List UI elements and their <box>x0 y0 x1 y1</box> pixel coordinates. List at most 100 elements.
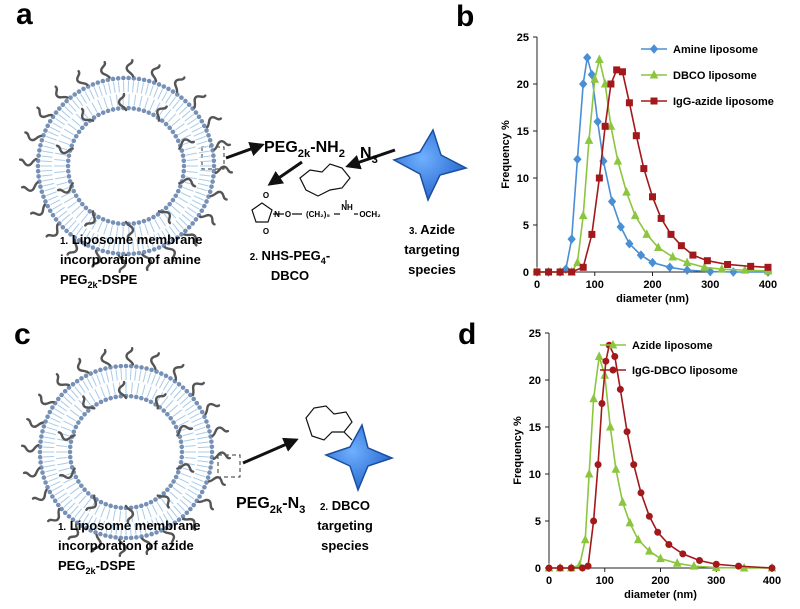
data-point <box>580 534 590 544</box>
lipid-head <box>184 510 190 516</box>
lipid-head <box>159 118 165 123</box>
lipid-tail <box>112 509 116 521</box>
lipid-tail <box>120 369 123 381</box>
lipid-tail <box>80 228 87 239</box>
lipid-head <box>67 449 73 455</box>
lipid-head <box>205 475 211 480</box>
lipid-head <box>175 235 180 240</box>
lipid-head <box>181 168 187 174</box>
data-point <box>607 196 617 207</box>
lipid-tail <box>182 186 194 192</box>
lipid-head <box>170 89 176 94</box>
lipid-head <box>80 125 85 131</box>
lipid-tail <box>91 517 97 528</box>
x-tick-label: 200 <box>651 575 669 587</box>
lipid-tail <box>58 140 70 146</box>
lipid-head <box>175 138 181 144</box>
lipid-head <box>66 385 72 390</box>
lipid-tail <box>153 234 159 245</box>
lipid-head <box>57 106 62 111</box>
lipid-tail <box>66 392 76 402</box>
lipid-head <box>163 121 169 127</box>
lipid-head <box>168 415 173 421</box>
lipid-tail <box>139 225 143 237</box>
lipid-head <box>40 470 45 475</box>
lipid-tail <box>159 216 167 227</box>
lipid-head <box>209 184 214 189</box>
lipid-head <box>50 494 55 499</box>
peg-chain <box>82 395 96 410</box>
lipid-head <box>206 194 211 199</box>
lipid-tail <box>93 234 99 245</box>
lipid-tail <box>182 400 192 408</box>
lipid-head <box>68 232 73 237</box>
lipid-tail <box>110 522 114 534</box>
lipid-head <box>74 378 80 384</box>
panel-label: a <box>16 0 33 31</box>
step-label: PEG2k-DSPE <box>58 558 136 576</box>
lipid-head <box>168 376 173 381</box>
lipid-tail <box>64 217 74 226</box>
lipid-tail <box>159 515 166 526</box>
lipid-tail <box>199 160 211 163</box>
lipid-tail <box>67 123 77 131</box>
data-point <box>613 66 621 74</box>
lipid-head <box>115 106 121 111</box>
lipid-head <box>37 449 43 455</box>
data-point <box>665 541 673 548</box>
lipid-tail <box>165 228 172 239</box>
data-point <box>590 517 598 525</box>
lipid-tail <box>56 445 68 448</box>
lipid-head <box>47 118 53 124</box>
lipid-head <box>180 174 186 179</box>
x-tick-label: 400 <box>763 575 781 587</box>
lipid-tail <box>50 126 61 133</box>
lipid-tail <box>50 481 61 487</box>
lipid-tail <box>117 81 120 93</box>
data-point <box>584 468 594 478</box>
data-point <box>696 556 704 564</box>
lipid-head <box>41 424 47 429</box>
lipid-tail <box>199 174 211 177</box>
lipid-head <box>37 454 43 460</box>
lipid-tail <box>195 135 206 141</box>
data-point <box>584 135 594 144</box>
text-segment: PEG <box>58 558 85 573</box>
azide-label: N3 <box>360 145 378 166</box>
lipid-tail <box>120 523 123 535</box>
text-segment: 2k <box>85 566 96 576</box>
lipid-head <box>131 251 137 256</box>
lipid-head <box>139 365 144 370</box>
lipid-head <box>39 434 44 439</box>
lipid-head <box>207 189 213 195</box>
lipid-head <box>121 251 126 257</box>
lipid-tail <box>66 482 77 490</box>
lipid-head <box>121 75 126 81</box>
peg-chain <box>125 346 135 366</box>
lipid-head <box>71 138 77 144</box>
y-tick-label: 0 <box>523 267 529 279</box>
lipid-head <box>83 205 89 211</box>
lipid-tail <box>78 383 86 394</box>
lipid-head <box>87 209 93 214</box>
lipid-head <box>68 439 74 445</box>
lipid-tail <box>44 187 56 192</box>
lipid-head <box>108 395 113 401</box>
lipid-tail <box>57 492 68 500</box>
succinimide-ring <box>251 202 273 223</box>
lipid-tail <box>103 97 108 109</box>
lipid-head <box>208 465 213 470</box>
y-tick-label: 5 <box>535 516 541 528</box>
y-tick-label: 25 <box>529 328 541 340</box>
lipid-head <box>188 392 193 398</box>
lipid-head <box>168 483 173 489</box>
lipid-tail <box>58 210 68 218</box>
lipid-tail <box>180 426 192 432</box>
lipid-head <box>79 376 84 381</box>
lipid-tail <box>60 400 70 408</box>
lipid-tail <box>43 182 55 187</box>
lipid-head <box>209 444 215 450</box>
peg-chain <box>197 498 215 511</box>
lipid-head <box>103 397 109 403</box>
data-point <box>595 174 603 182</box>
